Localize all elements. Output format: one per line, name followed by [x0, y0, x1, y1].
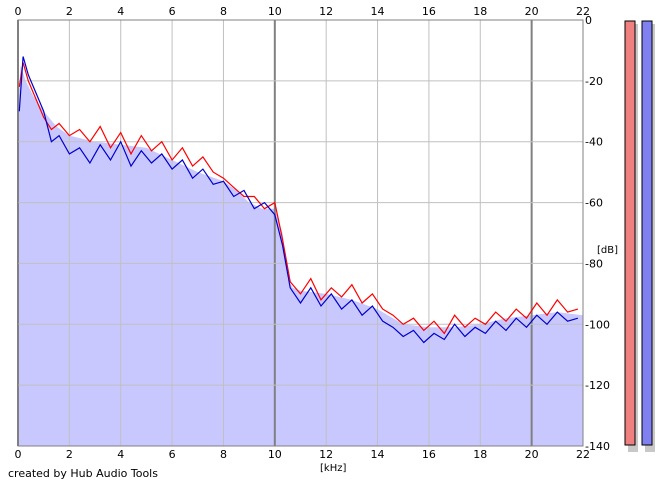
x-tick-label-top: 12	[319, 5, 333, 18]
series-blue-line	[18, 56, 579, 344]
x-tick-label-bottom: 22	[576, 448, 590, 461]
y-tick-label: -20	[585, 75, 603, 88]
x-tick-label-bottom: 0	[15, 448, 22, 461]
x-tick-label-top: 14	[371, 5, 385, 18]
x-tick-labels-top: 0 2 4 6 8 10 12 14 16 18 20 22	[15, 5, 591, 18]
x-tick-label-bottom: 10	[268, 448, 282, 461]
x-tick-label-top: 6	[169, 5, 176, 18]
plot-border	[17, 19, 584, 447]
x-tick-label-bottom: 6	[169, 448, 176, 461]
x-tick-label-top: 8	[220, 5, 227, 18]
x-tick-label-bottom: 4	[117, 448, 124, 461]
x-axis-label: [kHz]	[320, 463, 346, 474]
y-tick-label: -140	[585, 440, 610, 453]
x-tick-label-top: 20	[525, 5, 539, 18]
y-tick-label: -100	[585, 318, 610, 331]
x-tick-label-top: 4	[117, 5, 124, 18]
plot-frame	[17, 19, 584, 447]
credit-text: created by Hub Audio Tools	[8, 467, 158, 480]
x-tick-labels-bottom: 0 2 4 6 8 10 12 14 16 18 20 22	[15, 448, 591, 461]
x-tick-label-top: 16	[422, 5, 436, 18]
x-tick-label-bottom: 16	[422, 448, 436, 461]
meter-left	[624, 20, 636, 446]
y-tick-label: -60	[585, 197, 603, 210]
y-tick-label: -80	[585, 257, 603, 270]
y-tick-label: -40	[585, 136, 603, 149]
spectrum-area	[18, 65, 583, 446]
x-tick-label-top: 10	[268, 5, 282, 18]
x-tick-label-bottom: 8	[220, 448, 227, 461]
meter-right	[641, 20, 653, 446]
x-tick-label-bottom: 14	[371, 448, 385, 461]
y-axis-label: [dB]	[597, 245, 618, 256]
x-tick-label-bottom: 18	[473, 448, 487, 461]
level-meters	[624, 20, 655, 452]
y-tick-label: 0	[585, 14, 592, 27]
y-tick-labels: 0 -20 -40 -60 -80 -100 -120 -140	[585, 14, 610, 453]
series-layer	[18, 56, 579, 344]
x-tick-label-top: 22	[576, 5, 590, 18]
y-tick-label: -120	[585, 379, 610, 392]
series-red-line	[18, 62, 579, 335]
x-tick-label-top: 0	[15, 5, 22, 18]
spectrum-fill	[18, 65, 583, 446]
x-tick-label-bottom: 2	[66, 448, 73, 461]
x-tick-label-top: 18	[473, 5, 487, 18]
x-tick-label-bottom: 20	[525, 448, 539, 461]
x-tick-label-bottom: 12	[319, 448, 333, 461]
x-tick-label-top: 2	[66, 5, 73, 18]
